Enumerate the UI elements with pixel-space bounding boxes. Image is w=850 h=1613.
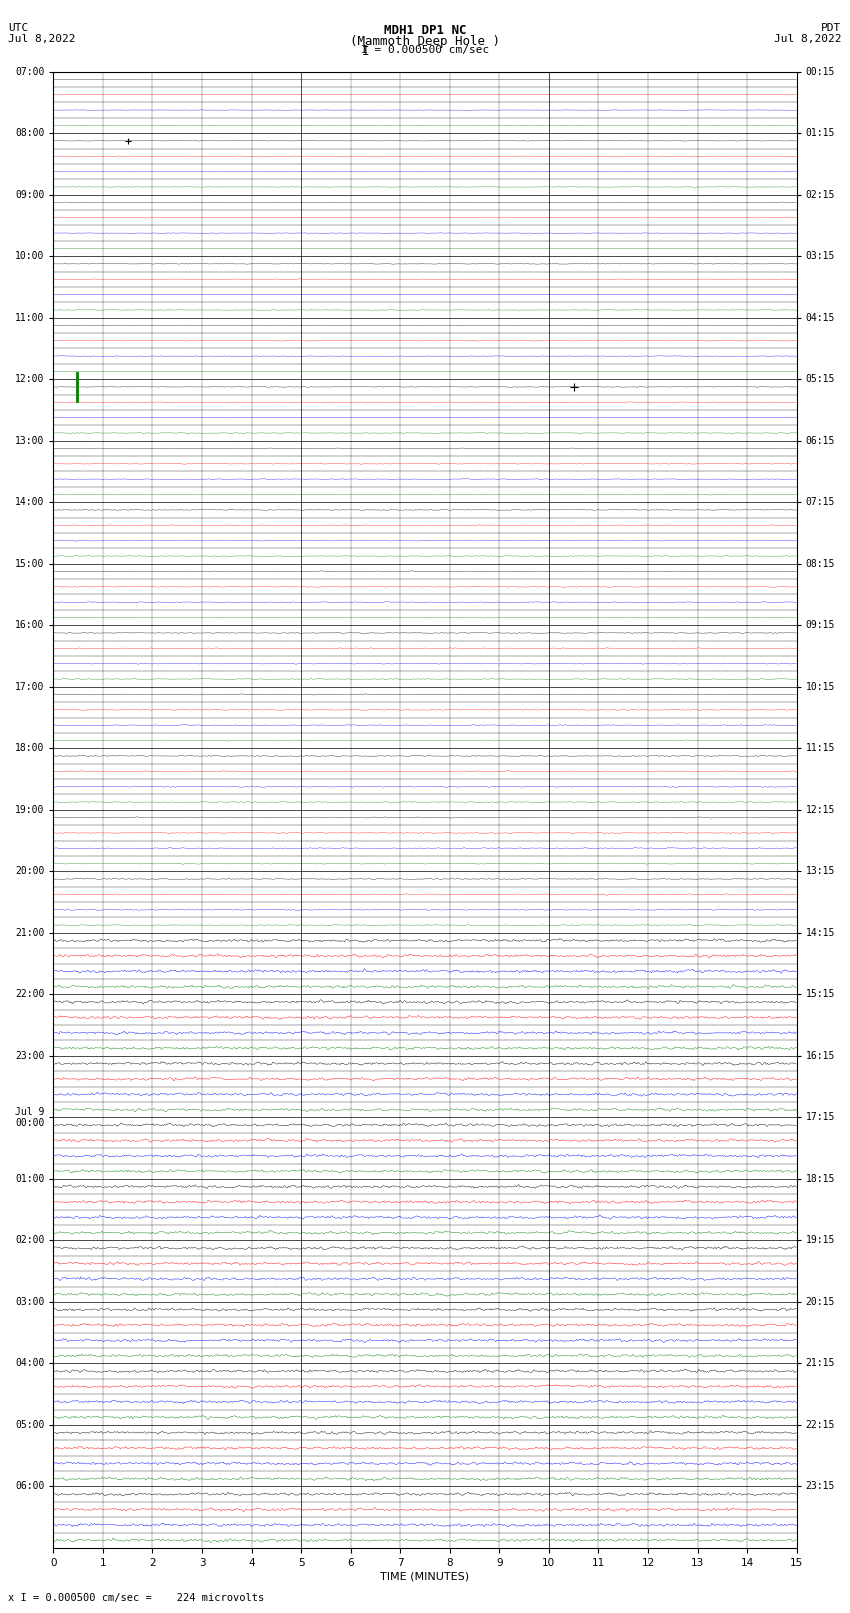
X-axis label: TIME (MINUTES): TIME (MINUTES): [381, 1573, 469, 1582]
Text: UTC: UTC: [8, 23, 29, 32]
Text: I = 0.000500 cm/sec: I = 0.000500 cm/sec: [361, 45, 489, 55]
Text: Jul 8,2022: Jul 8,2022: [8, 34, 76, 44]
Text: MDH1 DP1 NC: MDH1 DP1 NC: [383, 24, 467, 37]
Text: Jul 8,2022: Jul 8,2022: [774, 34, 842, 44]
Text: x I = 0.000500 cm/sec =    224 microvolts: x I = 0.000500 cm/sec = 224 microvolts: [8, 1594, 264, 1603]
Text: I: I: [362, 45, 369, 58]
Text: PDT: PDT: [821, 23, 842, 32]
Text: (Mammoth Deep Hole ): (Mammoth Deep Hole ): [350, 35, 500, 48]
